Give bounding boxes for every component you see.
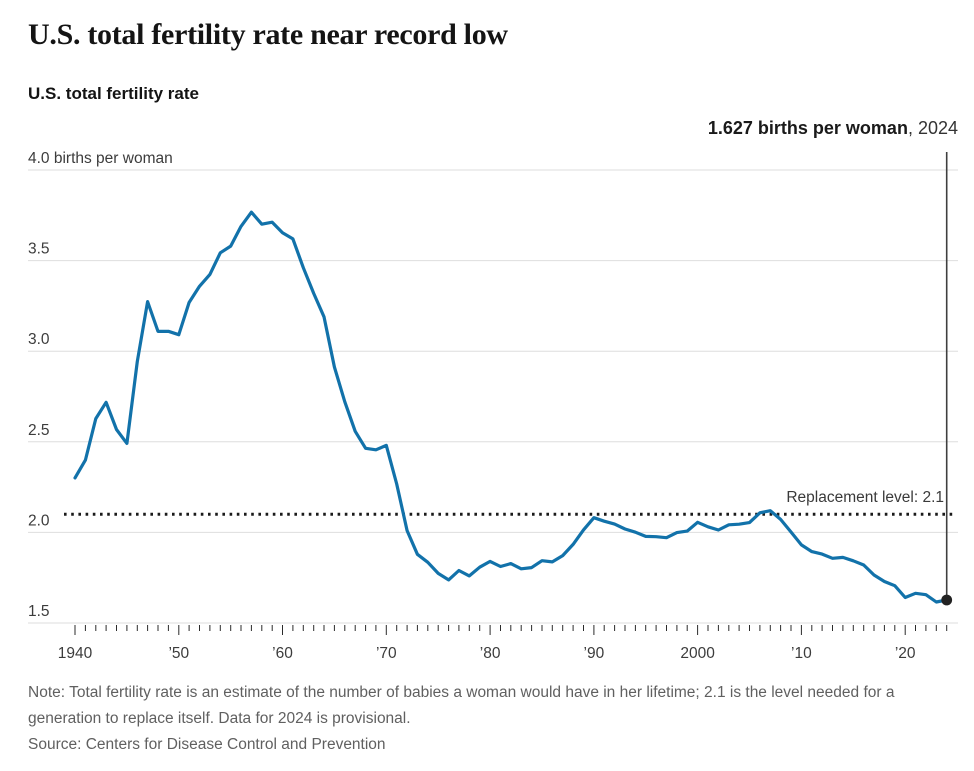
y-axis-label: 3.5 <box>28 241 50 258</box>
y-axis-label: 2.5 <box>28 422 50 439</box>
chart-source: Source: Centers for Disease Control and … <box>28 736 386 753</box>
x-axis-label: ’50 <box>168 645 189 662</box>
x-axis-label: ’90 <box>584 645 605 662</box>
y-axis-label: 1.5 <box>28 603 50 620</box>
end-point-year-label: , 2024 <box>907 118 958 138</box>
x-axis-label: ’60 <box>272 645 293 662</box>
x-axis-label: ’20 <box>895 645 916 662</box>
x-axis-label: 1940 <box>58 645 93 662</box>
x-axis-label: ’10 <box>791 645 812 662</box>
chart-footer: Note: Total fertility rate is an estimat… <box>28 680 944 758</box>
chart-note: Note: Total fertility rate is an estimat… <box>28 684 895 727</box>
end-point-marker <box>941 594 953 606</box>
y-axis-label: 4.0 births per woman <box>28 150 173 167</box>
end-point-value-label: 1.627 births per woman <box>707 118 908 138</box>
replacement-level-label: Replacement level: 2.1 <box>786 489 944 506</box>
x-axis-label: ’70 <box>376 645 397 662</box>
page-title: U.S. total fertility rate near record lo… <box>28 18 508 51</box>
y-axis-label: 3.0 <box>28 331 50 348</box>
fertility-rate-line <box>73 210 949 604</box>
end-point-annotation: 1.627 births per woman, 2024 <box>708 118 958 139</box>
x-axis-label: 2000 <box>680 645 715 662</box>
y-axis-label: 2.0 <box>28 512 50 529</box>
chart-subtitle: U.S. total fertility rate <box>28 84 199 103</box>
x-axis-label: ’80 <box>480 645 501 662</box>
